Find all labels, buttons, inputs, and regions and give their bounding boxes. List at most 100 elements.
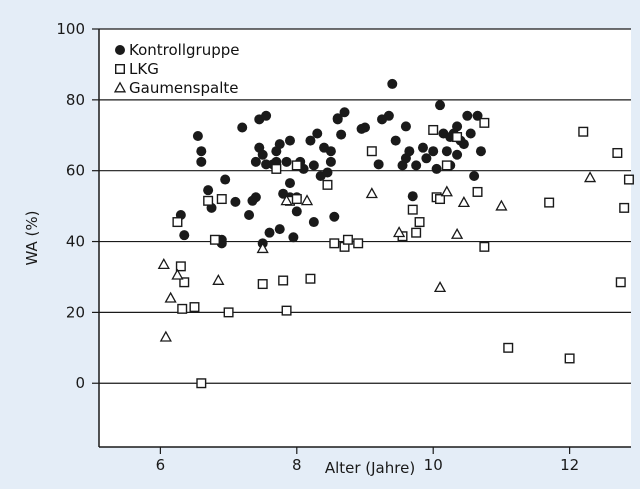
y-tick-labels: 0 20 40 60 80 100 xyxy=(56,20,85,392)
point-lkg-17 xyxy=(305,273,316,284)
point-lkg-22 xyxy=(353,238,364,249)
point-lkg-27 xyxy=(414,217,425,228)
point-kontrollgruppe-77 xyxy=(465,128,476,139)
point-kontrollgruppe-59 xyxy=(400,121,411,132)
point-lkg-2 xyxy=(177,303,188,314)
point-lkg-15 xyxy=(291,160,302,171)
point-kontrollgruppe-69 xyxy=(441,146,452,157)
point-kontrollgruppe-52 xyxy=(373,159,384,170)
point-gaumenspalte-10 xyxy=(433,281,447,293)
point-lkg-30 xyxy=(435,194,446,205)
point-kontrollgruppe-15 xyxy=(250,156,261,167)
point-kontrollgruppe-44 xyxy=(322,167,333,178)
point-lkg-8 xyxy=(216,194,227,205)
legend-item-kontrollgruppe: Kontrollgruppe xyxy=(115,41,239,59)
point-kontrollgruppe-1 xyxy=(179,230,190,241)
x-tick-label-8: 8 xyxy=(292,456,302,474)
point-lkg-18 xyxy=(322,179,333,190)
point-lkg-35 xyxy=(479,241,490,252)
x-tick-label-6: 6 xyxy=(156,456,166,474)
x-tick-label-10: 10 xyxy=(424,456,443,474)
point-kontrollgruppe-46 xyxy=(325,146,336,157)
point-lkg-43 xyxy=(623,174,634,185)
x-axis-title: Alter (Jahre) xyxy=(325,459,415,477)
point-kontrollgruppe-65 xyxy=(428,146,439,157)
point-gaumenspalte-5 xyxy=(256,242,269,254)
point-gaumenspalte-12 xyxy=(450,227,464,239)
point-lkg-39 xyxy=(578,126,589,137)
point-kontrollgruppe-63 xyxy=(417,142,428,153)
point-kontrollgruppe-14 xyxy=(250,192,261,203)
point-kontrollgruppe-56 xyxy=(390,135,401,146)
point-kontrollgruppe-40 xyxy=(308,160,319,171)
point-kontrollgruppe-54 xyxy=(383,110,394,121)
point-kontrollgruppe-67 xyxy=(435,100,446,111)
point-kontrollgruppe-45 xyxy=(325,156,336,167)
data-points xyxy=(157,78,634,389)
point-gaumenspalte-13 xyxy=(457,196,471,208)
legend-marker-gaumenspalte xyxy=(113,81,127,93)
point-kontrollgruppe-22 xyxy=(264,227,275,238)
point-lkg-0 xyxy=(172,217,183,228)
point-lkg-16 xyxy=(291,194,302,205)
point-kontrollgruppe-31 xyxy=(284,178,295,189)
point-kontrollgruppe-10 xyxy=(230,196,241,207)
point-lkg-10 xyxy=(257,279,268,290)
point-gaumenspalte-8 xyxy=(365,187,378,199)
point-kontrollgruppe-72 xyxy=(452,121,463,132)
legend-item-gaumenspalte: Gaumenspalte xyxy=(113,79,238,97)
point-kontrollgruppe-3 xyxy=(196,146,207,157)
point-kontrollgruppe-78 xyxy=(469,171,480,182)
point-kontrollgruppe-55 xyxy=(387,78,398,89)
axes xyxy=(92,28,631,454)
gridlines xyxy=(99,28,631,384)
point-gaumenspalte-9 xyxy=(392,226,406,238)
point-kontrollgruppe-82 xyxy=(360,122,370,133)
point-kontrollgruppe-12 xyxy=(244,209,255,220)
point-lkg-40 xyxy=(612,147,623,158)
legend-label-lkg: LKG xyxy=(129,60,159,78)
point-gaumenspalte-3 xyxy=(171,268,184,280)
point-kontrollgruppe-50 xyxy=(339,107,350,118)
point-kontrollgruppe-66 xyxy=(431,163,442,174)
point-kontrollgruppe-2 xyxy=(192,130,203,141)
point-lkg-26 xyxy=(411,227,422,238)
y-tick-label-0: 0 xyxy=(75,374,85,392)
point-kontrollgruppe-29 xyxy=(281,156,292,167)
point-kontrollgruppe-47 xyxy=(329,211,340,222)
point-lkg-9 xyxy=(223,307,234,318)
point-lkg-32 xyxy=(452,132,463,143)
legend-item-lkg: LKG xyxy=(114,60,159,78)
point-kontrollgruppe-32 xyxy=(284,135,295,146)
point-lkg-4 xyxy=(189,302,200,313)
y-tick-label-80: 80 xyxy=(66,91,85,109)
legend-marker-kontrollgruppe xyxy=(115,45,125,55)
point-lkg-41 xyxy=(615,277,626,288)
point-kontrollgruppe-26 xyxy=(274,224,285,235)
point-lkg-31 xyxy=(441,160,452,171)
x-tick-label-12: 12 xyxy=(560,456,579,474)
point-kontrollgruppe-49 xyxy=(336,129,347,140)
point-lkg-11 xyxy=(271,163,282,174)
point-gaumenspalte-7 xyxy=(300,194,314,206)
legend-marker-lkg xyxy=(114,63,125,74)
point-lkg-3 xyxy=(179,277,190,288)
point-kontrollgruppe-21 xyxy=(261,110,272,121)
point-kontrollgruppe-81 xyxy=(332,113,343,124)
point-kontrollgruppe-34 xyxy=(291,206,302,217)
point-kontrollgruppe-33 xyxy=(288,232,299,243)
x-tick-labels: 6 8 10 12 xyxy=(156,456,580,474)
y-tick-label-20: 20 xyxy=(66,303,85,321)
point-lkg-21 xyxy=(342,234,353,245)
point-lkg-1 xyxy=(175,261,186,272)
y-tick-label-100: 100 xyxy=(56,20,85,38)
point-kontrollgruppe-4 xyxy=(196,156,207,167)
point-gaumenspalte-4 xyxy=(212,273,225,285)
point-kontrollgruppe-60 xyxy=(404,146,415,157)
point-gaumenspalte-14 xyxy=(495,199,508,211)
point-lkg-42 xyxy=(619,202,630,213)
legend-label-gaumenspalte: Gaumenspalte xyxy=(129,79,238,97)
point-kontrollgruppe-9 xyxy=(220,174,231,185)
